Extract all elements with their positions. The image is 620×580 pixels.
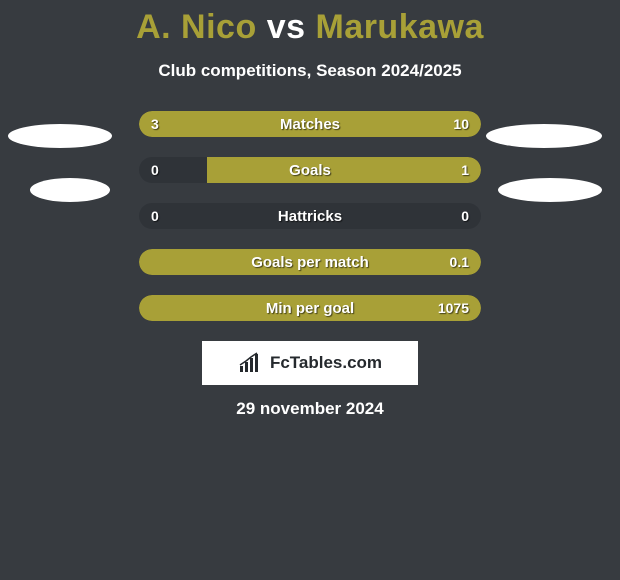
stat-value-left <box>139 249 163 275</box>
stat-value-right: 0.1 <box>438 249 481 275</box>
stat-bar: Hattricks0 0 <box>139 203 481 229</box>
comparison-card: A. Nico vs Marukawa Club competitions, S… <box>0 0 620 580</box>
player2-name: Marukawa <box>315 8 483 46</box>
stat-label: Goals per match <box>139 249 481 275</box>
stat-bar: Matches3 10 <box>139 111 481 137</box>
stat-value-left: 0 <box>139 203 171 229</box>
player1-name: A. Nico <box>136 8 257 46</box>
page-title: A. Nico vs Marukawa <box>0 8 620 47</box>
stat-label: Hattricks <box>139 203 481 229</box>
avatar-placeholder-right-1 <box>486 124 602 148</box>
avatar-placeholder-left-2 <box>30 178 110 202</box>
stat-bar: Goals0 1 <box>139 157 481 183</box>
stat-value-right: 1075 <box>426 295 481 321</box>
date-text: 29 november 2024 <box>0 399 620 419</box>
stat-bar: Goals per match0.1 <box>139 249 481 275</box>
logo-text: FcTables.com <box>270 353 382 373</box>
avatar-placeholder-left-1 <box>8 124 112 148</box>
subtitle: Club competitions, Season 2024/2025 <box>0 61 620 81</box>
stat-value-left: 0 <box>139 157 171 183</box>
avatar-placeholder-right-2 <box>498 178 602 202</box>
vs-text: vs <box>267 8 306 46</box>
stat-value-right: 1 <box>449 157 481 183</box>
stat-value-right: 0 <box>449 203 481 229</box>
stat-value-left <box>139 295 163 321</box>
fctables-chart-icon <box>238 352 264 374</box>
stat-label: Goals <box>139 157 481 183</box>
stat-value-left: 3 <box>139 111 171 137</box>
stats-area: Matches310Goals01Hattricks00Goals per ma… <box>0 111 620 419</box>
stat-label: Matches <box>139 111 481 137</box>
stat-bar: Min per goal1075 <box>139 295 481 321</box>
stat-value-right: 10 <box>441 111 481 137</box>
logo-box: FcTables.com <box>202 341 418 385</box>
